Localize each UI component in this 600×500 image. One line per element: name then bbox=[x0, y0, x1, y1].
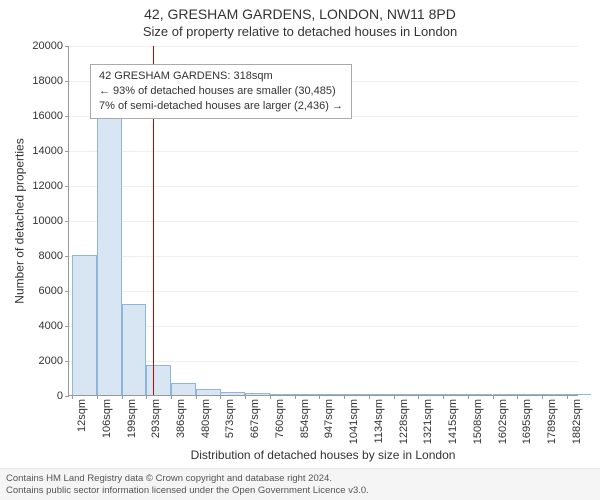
x-tick-label: 1789sqm bbox=[546, 395, 558, 444]
y-axis-title: Number of detached properties bbox=[12, 46, 28, 396]
x-tick bbox=[122, 395, 123, 399]
x-tick-label: 1134sqm bbox=[373, 395, 385, 443]
chart-title: 42, GRESHAM GARDENS, LONDON, NW11 8PD bbox=[0, 0, 600, 22]
x-tick bbox=[394, 395, 395, 399]
x-tick-label: 293sqm bbox=[150, 395, 162, 438]
footer-line-1: Contains HM Land Registry data © Crown c… bbox=[6, 473, 594, 484]
y-tick-label: 6000 bbox=[39, 285, 69, 297]
x-tick-label: 12sqm bbox=[76, 395, 88, 432]
annotation-box: 42 GRESHAM GARDENS: 318sqm← 93% of detac… bbox=[90, 64, 352, 119]
x-tick bbox=[369, 395, 370, 399]
x-tick bbox=[567, 395, 568, 399]
histogram-bar bbox=[171, 383, 196, 395]
x-tick-label: 854sqm bbox=[299, 395, 311, 438]
x-tick-label: 947sqm bbox=[323, 395, 335, 438]
x-tick bbox=[270, 395, 271, 399]
x-tick-label: 573sqm bbox=[224, 395, 236, 438]
y-tick-label: 10000 bbox=[32, 215, 69, 227]
x-tick bbox=[220, 395, 221, 399]
x-tick-label: 386sqm bbox=[175, 395, 187, 438]
histogram-bar bbox=[72, 255, 97, 395]
y-tick-label: 4000 bbox=[39, 320, 69, 332]
x-tick bbox=[196, 395, 197, 399]
plot-area: 0200040006000800010000120001400016000180… bbox=[68, 46, 578, 396]
x-tick bbox=[146, 395, 147, 399]
chart-container: { "titles": { "main": "42, GRESHAM GARDE… bbox=[0, 0, 600, 500]
x-tick bbox=[344, 395, 345, 399]
x-tick-label: 760sqm bbox=[274, 395, 286, 438]
x-tick-label: 1415sqm bbox=[447, 395, 459, 444]
annotation-line: 42 GRESHAM GARDENS: 318sqm bbox=[99, 69, 343, 84]
gridline bbox=[69, 291, 578, 292]
histogram-bar bbox=[97, 105, 122, 396]
gridline bbox=[69, 256, 578, 257]
x-axis-title: Distribution of detached houses by size … bbox=[68, 448, 578, 462]
x-tick bbox=[171, 395, 172, 399]
annotation-line: 7% of semi-detached houses are larger (2… bbox=[99, 99, 343, 114]
x-tick-label: 1695sqm bbox=[521, 395, 533, 444]
chart-subtitle: Size of property relative to detached ho… bbox=[0, 22, 600, 43]
annotation-line: ← 93% of detached houses are smaller (30… bbox=[99, 84, 343, 99]
x-tick-label: 1041sqm bbox=[348, 395, 360, 444]
y-tick-label: 2000 bbox=[39, 355, 69, 367]
y-tick-label: 12000 bbox=[32, 180, 69, 192]
y-axis-title-text: Number of detached properties bbox=[13, 138, 27, 303]
y-tick-label: 16000 bbox=[32, 110, 69, 122]
y-tick-label: 18000 bbox=[32, 75, 69, 87]
gridline bbox=[69, 46, 578, 47]
x-tick-label: 1508sqm bbox=[472, 395, 484, 444]
x-tick bbox=[72, 395, 73, 399]
x-tick bbox=[245, 395, 246, 399]
x-tick-label: 199sqm bbox=[126, 395, 138, 438]
x-tick bbox=[468, 395, 469, 399]
x-tick bbox=[319, 395, 320, 399]
gridline bbox=[69, 221, 578, 222]
x-tick-label: 1602sqm bbox=[497, 395, 509, 444]
gridline bbox=[69, 151, 578, 152]
x-tick bbox=[97, 395, 98, 399]
y-tick-label: 14000 bbox=[32, 145, 69, 157]
histogram-bar bbox=[122, 304, 147, 395]
x-tick bbox=[443, 395, 444, 399]
y-tick-label: 20000 bbox=[32, 40, 69, 52]
x-tick-label: 480sqm bbox=[200, 395, 212, 438]
x-tick-label: 1228sqm bbox=[398, 395, 410, 444]
x-tick-label: 667sqm bbox=[249, 395, 261, 438]
x-tick bbox=[295, 395, 296, 399]
x-tick-label: 1882sqm bbox=[571, 395, 583, 444]
y-tick-label: 8000 bbox=[39, 250, 69, 262]
x-tick bbox=[493, 395, 494, 399]
histogram-bar bbox=[146, 365, 171, 395]
x-tick-label: 106sqm bbox=[101, 395, 113, 438]
x-tick-label: 1321sqm bbox=[422, 395, 434, 444]
y-tick-label: 0 bbox=[57, 390, 69, 402]
x-tick bbox=[418, 395, 419, 399]
x-tick bbox=[517, 395, 518, 399]
x-tick bbox=[542, 395, 543, 399]
footer-line-2: Contains public sector information licen… bbox=[6, 485, 594, 496]
footer-attribution: Contains HM Land Registry data © Crown c… bbox=[0, 468, 600, 500]
gridline bbox=[69, 186, 578, 187]
